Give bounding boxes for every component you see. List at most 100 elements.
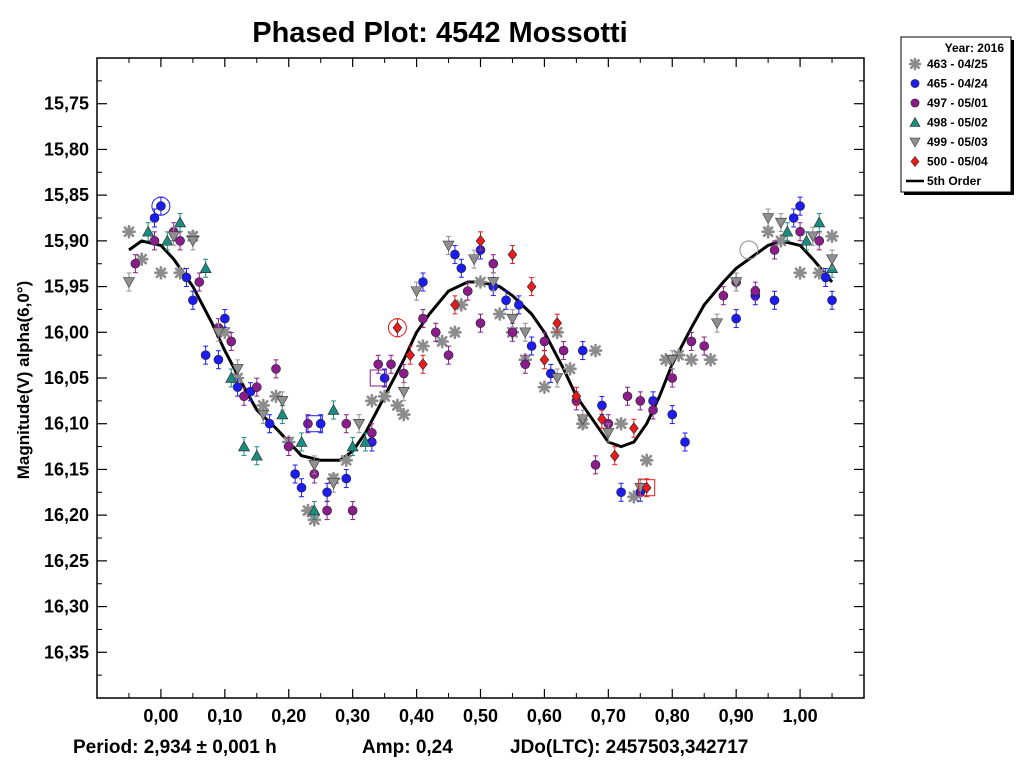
data-point (558, 345, 569, 356)
series-500 (392, 231, 652, 498)
y-tick-label: 16,25 (44, 551, 89, 571)
data-point (731, 313, 741, 324)
data-point (416, 339, 430, 353)
highlight-ring (387, 318, 407, 338)
data-point (730, 277, 743, 289)
data-point (379, 373, 390, 383)
data-point (769, 245, 780, 255)
data-point (774, 234, 788, 248)
data-point (442, 240, 455, 252)
data-point (506, 313, 519, 325)
data-point (492, 307, 507, 321)
data-point (762, 213, 775, 225)
data-point (392, 321, 403, 334)
data-point (629, 422, 639, 435)
data-point (769, 295, 780, 306)
legend-marker (908, 57, 922, 71)
data-point (296, 482, 307, 493)
data-point (418, 277, 428, 287)
data-point (616, 487, 626, 498)
data-point (290, 469, 300, 479)
data-point (405, 349, 415, 362)
chart-title: Phased Plot: 4542 Mossotti (252, 17, 628, 49)
data-point (237, 440, 251, 452)
data-point (322, 487, 332, 498)
data-point (795, 201, 805, 211)
data-points-layer (122, 196, 839, 527)
x-tick-label: 0,10 (207, 706, 242, 726)
data-point (526, 280, 537, 293)
highlight-box (638, 479, 656, 497)
data-point (588, 343, 603, 358)
data-point (200, 350, 211, 360)
legend-entry: 499 - 05/03 (927, 135, 988, 149)
data-point (232, 382, 243, 392)
highlight-ring (151, 196, 171, 216)
x-tick-label: 0,20 (271, 706, 306, 726)
data-point (186, 236, 199, 247)
data-point (322, 505, 332, 516)
data-point (793, 266, 807, 280)
data-point (396, 407, 411, 422)
data-point (813, 216, 826, 228)
data-point (456, 263, 467, 274)
x-tick-label: 0,70 (591, 706, 626, 726)
data-point (450, 298, 460, 311)
data-point (353, 419, 366, 430)
y-tick-label: 15,75 (44, 94, 89, 114)
data-point (641, 481, 652, 494)
series-497 (130, 222, 825, 521)
data-point (686, 336, 697, 347)
data-point (667, 373, 678, 383)
data-point (609, 449, 620, 462)
data-point (507, 248, 518, 261)
data-point (181, 272, 192, 283)
data-point (303, 418, 313, 429)
data-point (800, 234, 813, 246)
legend-entry: 498 - 05/02 (927, 116, 988, 130)
data-point (220, 313, 230, 324)
legend-marker (910, 98, 920, 108)
highlight-markers (151, 196, 759, 497)
x-tick-label: 0,50 (463, 706, 498, 726)
data-point (212, 327, 225, 339)
x-axis-ticks: 0,00 0,10 0,20 0,30 0,40 0,50 0,60 0,70 0,80 0,90… (128, 58, 833, 726)
y-tick-label: 15,90 (44, 231, 89, 251)
y-tick-label: 16,10 (44, 414, 89, 434)
data-point (250, 449, 263, 461)
data-point (390, 398, 405, 413)
data-point (781, 225, 794, 237)
data-point (814, 236, 825, 246)
data-point (710, 318, 724, 330)
legend-marker (909, 137, 921, 148)
legend-entry: 465 - 04/24 (927, 77, 988, 91)
epoch-label: JDo(LTC): 2457503,342717 (510, 737, 748, 758)
legend-fit-label: 5th Order (927, 174, 981, 188)
data-point (435, 334, 449, 349)
data-point (226, 336, 237, 347)
data-point (377, 389, 392, 404)
data-point (251, 382, 262, 392)
data-point (213, 354, 224, 365)
data-point (806, 231, 819, 243)
data-point (174, 216, 187, 228)
data-point (276, 396, 289, 407)
data-point (526, 341, 537, 351)
data-point (571, 390, 582, 403)
data-point (667, 409, 678, 420)
data-point (825, 229, 839, 244)
legend-marker (910, 156, 920, 167)
y-tick-label: 16,00 (44, 322, 89, 342)
x-tick-label: 0,40 (399, 706, 434, 726)
data-point (231, 364, 244, 375)
data-point (156, 201, 166, 211)
y-tick-label: 16,15 (44, 459, 89, 479)
data-point (410, 286, 423, 298)
series-498 (142, 213, 839, 521)
x-tick-label: 0,00 (143, 706, 178, 726)
data-point (514, 300, 524, 310)
data-point (820, 272, 831, 283)
data-point (443, 350, 454, 360)
data-point (577, 345, 588, 356)
amplitude-label: Amp: 0,24 (362, 737, 453, 758)
